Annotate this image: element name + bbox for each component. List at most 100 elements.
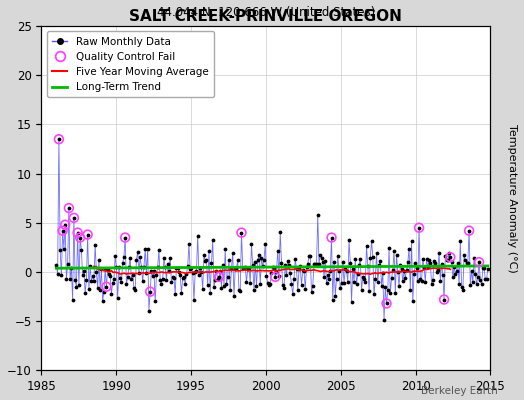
Point [54,136,63,142]
Point [126,254,134,261]
Point [265,282,273,288]
Point [406,287,414,294]
Point [158,276,167,282]
Point [428,281,436,288]
Point [225,257,233,263]
Point [365,287,373,294]
Point [167,279,176,286]
Point [411,260,420,266]
Point [296,263,304,270]
Point [346,260,354,266]
Point [274,247,282,254]
Point [137,264,146,270]
Point [344,278,352,285]
Point [362,243,370,249]
Point [130,285,138,292]
Point [77,247,85,254]
Point [315,260,323,267]
Point [400,268,408,274]
Point [185,241,193,247]
Point [230,292,238,299]
Point [449,273,457,280]
Point [386,290,395,296]
Point [170,274,178,281]
Point [118,260,127,266]
Point [375,262,383,269]
Point [277,260,286,266]
Point [465,228,473,234]
Text: Berkeley Earth: Berkeley Earth [421,386,498,396]
Point [87,278,95,284]
Point [306,253,314,260]
Point [444,257,452,263]
Point [140,264,148,270]
Point [300,268,308,274]
Point [282,272,291,278]
Point [154,264,162,270]
Point [480,265,488,272]
Point [245,264,253,271]
Point [446,254,454,260]
Point [360,276,368,282]
Point [383,300,391,307]
Point [445,250,453,256]
Point [438,261,446,267]
Point [258,263,267,269]
Point [376,257,385,264]
Point [234,257,242,264]
Point [285,262,293,268]
Point [451,271,460,277]
Point [257,254,266,261]
Point [384,287,392,294]
Point [114,295,122,301]
Point [279,282,287,288]
Point [405,245,413,252]
Point [209,236,217,243]
Point [132,257,140,263]
Point [210,283,218,290]
Point [467,268,476,274]
Point [92,269,101,275]
Point [348,266,357,272]
Point [212,267,221,274]
Point [326,268,334,274]
Point [297,282,305,288]
Point [112,264,121,270]
Point [324,272,332,279]
Point [454,260,462,266]
Point [281,262,289,268]
Point [351,256,359,263]
Point [242,279,250,285]
Point [220,282,228,289]
Point [59,228,67,234]
Point [415,224,423,231]
Point [179,275,187,281]
Point [350,278,358,285]
Point [79,272,87,278]
Point [176,272,184,279]
Point [108,280,117,286]
Point [452,267,461,274]
Point [464,260,472,266]
Point [192,268,201,274]
Point [309,283,317,289]
Point [270,265,278,271]
Point [370,291,378,298]
Point [477,281,486,287]
Point [385,245,393,251]
Point [71,277,79,284]
Point [446,254,454,260]
Point [407,237,416,244]
Point [299,266,307,273]
Point [436,278,444,284]
Point [216,268,224,274]
Point [316,252,324,258]
Point [358,274,367,280]
Point [301,286,310,292]
Point [311,261,320,268]
Point [236,288,244,295]
Point [227,266,236,272]
Point [221,246,230,252]
Point [399,278,407,284]
Point [146,288,155,295]
